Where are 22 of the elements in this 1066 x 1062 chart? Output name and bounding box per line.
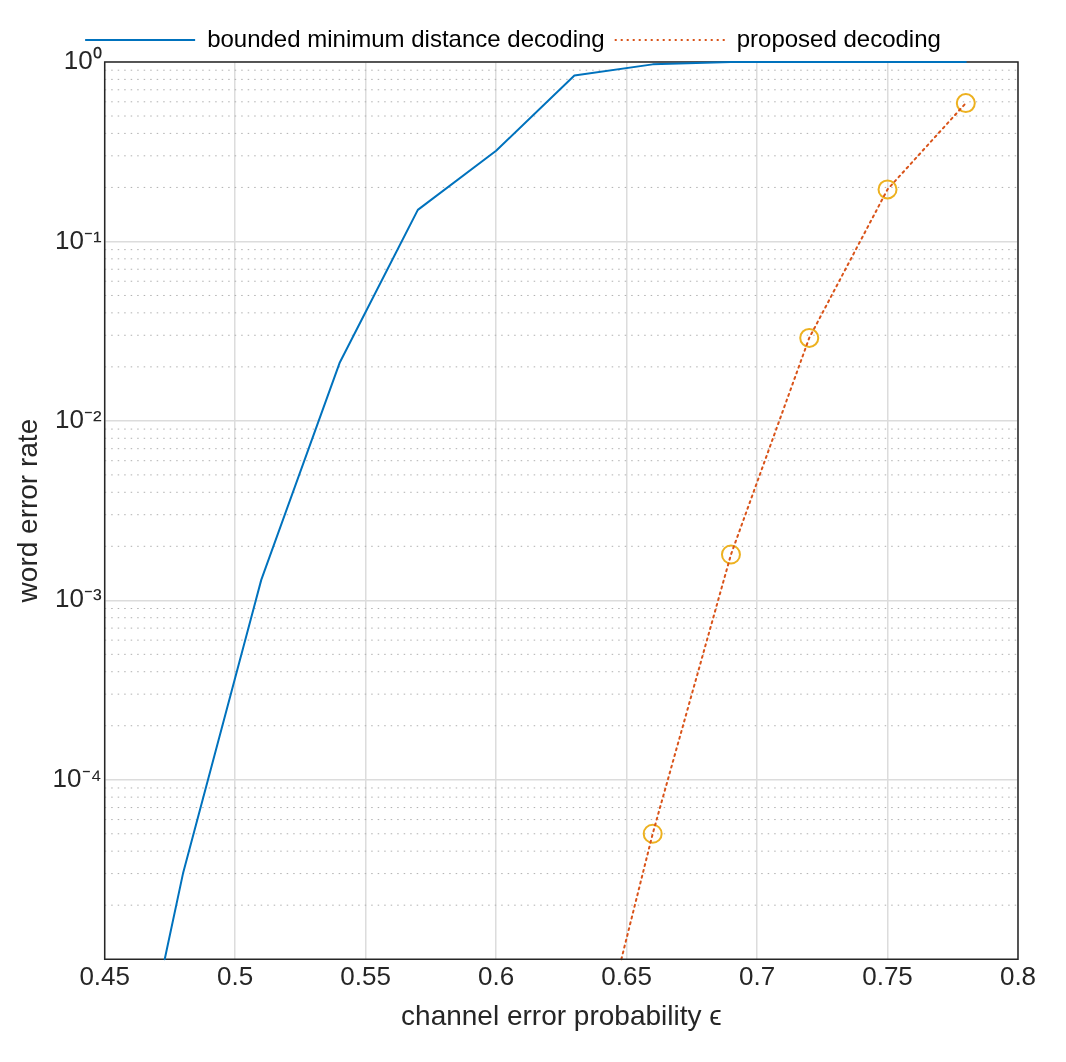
x-tick-label: 0.8 (999, 960, 1037, 991)
x-axis-title: channel error probability ϵ (401, 999, 722, 1031)
point (799, 327, 820, 348)
x-tick-label: 0.6 (478, 960, 515, 991)
point (642, 823, 663, 844)
y-tick-label: 10⁻² (55, 404, 103, 435)
x-tick-label: 0.75 (862, 960, 913, 991)
y-tick-label: 10⁻³ (55, 583, 103, 614)
point (955, 93, 976, 114)
x-tick-label: 0.7 (738, 960, 776, 991)
legend-label: bounded minimum distance decoding (207, 24, 605, 52)
y-axis-title: word error rate (11, 418, 43, 604)
y-tick-label: 10⁰ (63, 45, 102, 76)
legend-label: proposed decoding (736, 24, 941, 52)
point (720, 544, 741, 565)
x-tick-label: 0.65 (601, 960, 652, 991)
x-tick-label: 0.45 (79, 960, 130, 991)
point (877, 179, 898, 200)
y-tick-label: 10⁻¹ (55, 224, 103, 255)
x-tick-label: 0.55 (340, 960, 391, 991)
x-tick-label: 0.5 (217, 960, 254, 991)
y-tick-label: 10⁻⁴ (52, 762, 102, 793)
